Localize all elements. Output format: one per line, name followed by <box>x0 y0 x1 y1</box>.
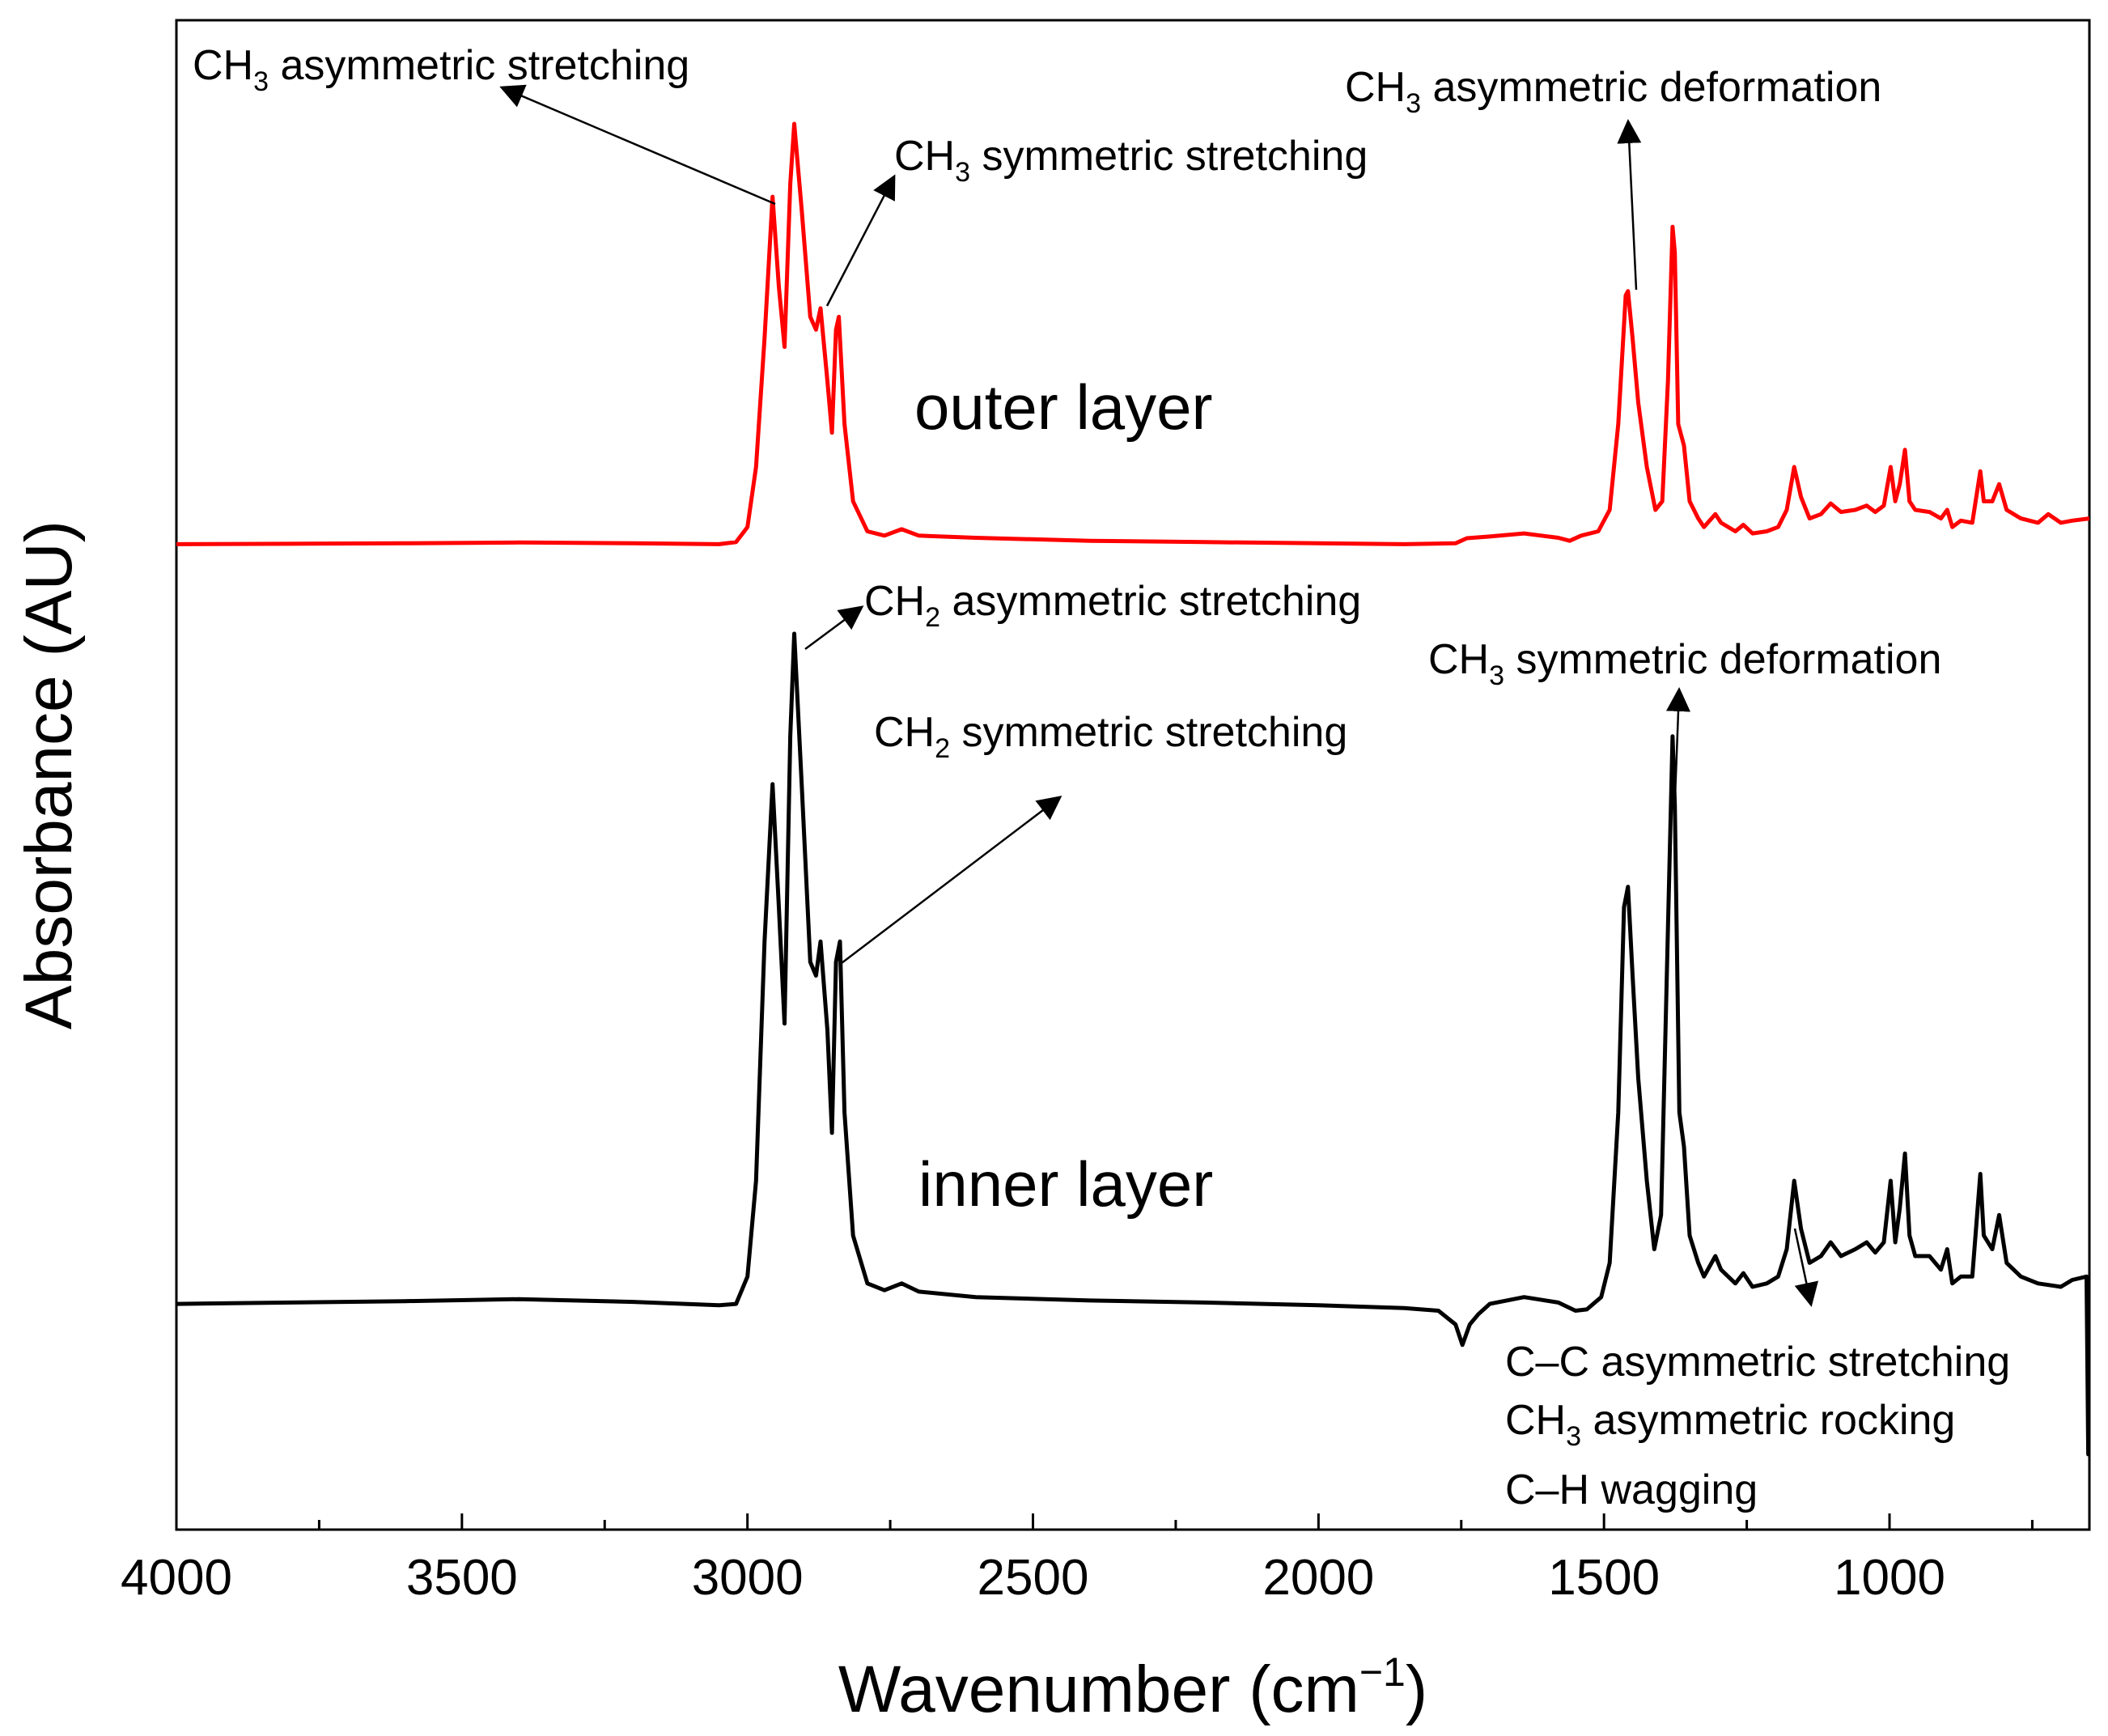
x-tick-label: 2500 <box>978 1550 1089 1606</box>
y-axis-title: Absorbance (AU) <box>12 520 86 1029</box>
annotation-inner-ch-wag: C–H wagging <box>1505 1466 1758 1513</box>
annotation-arrow <box>804 605 864 651</box>
annotation-outer-ch3-sym-str: CH3 symmetric stretching <box>894 133 1368 188</box>
annotation-inner-cc-asym-str: C–C asymmetric stretching <box>1505 1339 2010 1386</box>
x-axis-title: Wavenumber (cm−1) <box>838 1649 1427 1726</box>
annotation-inner-ch2-asym-str: CH2 asymmetric stretching <box>864 578 1361 633</box>
annotation-arrow <box>1793 1228 1819 1307</box>
annotation-outer-ch3-asym-def: CH3 asymmetric deformation <box>1345 64 1881 119</box>
annotation-arrow <box>825 174 896 307</box>
annotation-inner-ch2-sym-str: CH2 symmetric stretching <box>874 709 1347 764</box>
annotation-outer-ch3-asym-str: CH3 asymmetric stretching <box>193 42 689 97</box>
annotation-arrow <box>841 796 1062 964</box>
series-line-outer-layer <box>176 121 2090 546</box>
x-tick-label: 1500 <box>1548 1550 1660 1606</box>
x-tick-label: 3500 <box>406 1550 518 1606</box>
annotation-arrow <box>1665 687 1690 798</box>
x-tick-label: 3000 <box>692 1550 804 1606</box>
x-tick-label: 2000 <box>1262 1550 1374 1606</box>
plot-frame <box>175 19 2091 1531</box>
annotation-arrow <box>1617 119 1642 291</box>
annotation-inner-ch3-asym-rock: CH3 asymmetric rocking <box>1505 1397 1955 1452</box>
x-tick-label: 4000 <box>121 1550 232 1606</box>
x-tick-label: 1000 <box>1834 1550 1945 1606</box>
annotation-inner-ch3-sym-def: CH3 symmetric deformation <box>1428 636 1941 691</box>
series-label-outer-layer: outer layer <box>914 371 1213 443</box>
annotation-arrow <box>499 84 776 206</box>
series-line-inner-layer <box>176 631 2091 1457</box>
series-label-inner-layer: inner layer <box>918 1148 1213 1220</box>
